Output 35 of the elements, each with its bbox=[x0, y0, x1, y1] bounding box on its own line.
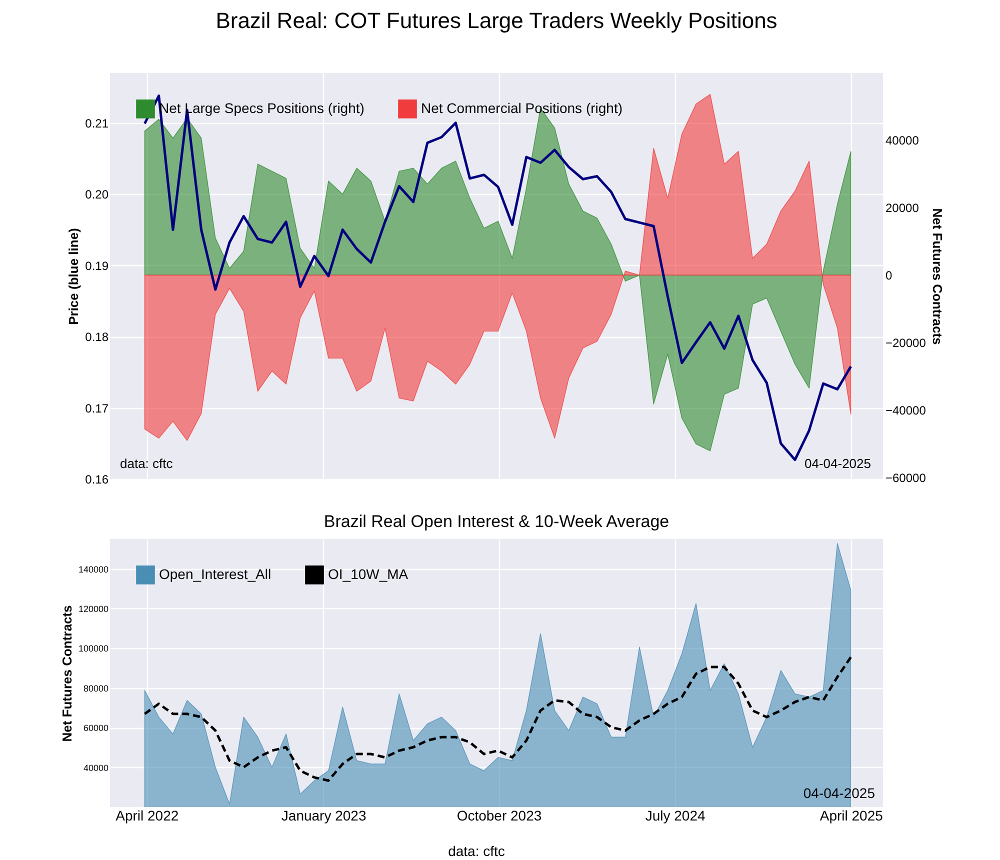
legend-label: Net Commercial Positions (right) bbox=[421, 100, 622, 116]
legend-label: OI_10W_MA bbox=[328, 566, 409, 582]
line-series bbox=[143, 656, 852, 782]
y2-tick-label: 20000 bbox=[886, 201, 920, 216]
y-tick-label: 0.19 bbox=[85, 258, 109, 273]
annotation: 04-04-2025 bbox=[804, 456, 871, 471]
y-tick-label: 60000 bbox=[83, 723, 108, 734]
y-tick-label: 80000 bbox=[83, 683, 108, 694]
annotation: data: cftc bbox=[120, 456, 174, 471]
x-tick-label: July 2024 bbox=[645, 808, 706, 824]
y2-axis-title: Net Futures Contracts bbox=[930, 208, 945, 345]
y2-tick-label: −60000 bbox=[886, 471, 926, 486]
chart-title: Brazil Real: COT Futures Large Traders Weekly Positions bbox=[216, 8, 778, 33]
y-tick-label: 0.17 bbox=[85, 401, 109, 416]
y-tick-label: 40000 bbox=[83, 762, 108, 773]
x-tick-label: April 2025 bbox=[820, 808, 884, 824]
y-tick-label: 140000 bbox=[78, 564, 108, 574]
y-tick-label: 100000 bbox=[78, 644, 108, 654]
y2-tick-label: −40000 bbox=[886, 404, 926, 418]
y-tick-label: 0.16 bbox=[85, 472, 109, 486]
x-tick-label: April 2022 bbox=[116, 808, 179, 824]
y-tick-label: 0.21 bbox=[85, 116, 109, 130]
legend-label: Open_Interest_All bbox=[159, 566, 272, 582]
y2-tick-label: 40000 bbox=[886, 134, 920, 148]
y-axis-title: Net Futures Contracts bbox=[59, 605, 74, 742]
y-axis-title: Price (blue line) bbox=[66, 228, 82, 325]
y-tick-label: 0.20 bbox=[85, 188, 109, 202]
text: data: cftc bbox=[448, 843, 505, 859]
y2-tick-label: 0 bbox=[886, 268, 892, 283]
y-tick-label: 0.18 bbox=[85, 330, 109, 344]
x-tick-label: October 2023 bbox=[456, 808, 542, 824]
x-tick-label: January 2023 bbox=[281, 808, 366, 824]
y2-tick-label: −20000 bbox=[886, 336, 926, 350]
y-tick-label: 120000 bbox=[78, 604, 108, 614]
chart-title: Brazil Real Open Interest & 10-Week Average bbox=[324, 512, 670, 531]
